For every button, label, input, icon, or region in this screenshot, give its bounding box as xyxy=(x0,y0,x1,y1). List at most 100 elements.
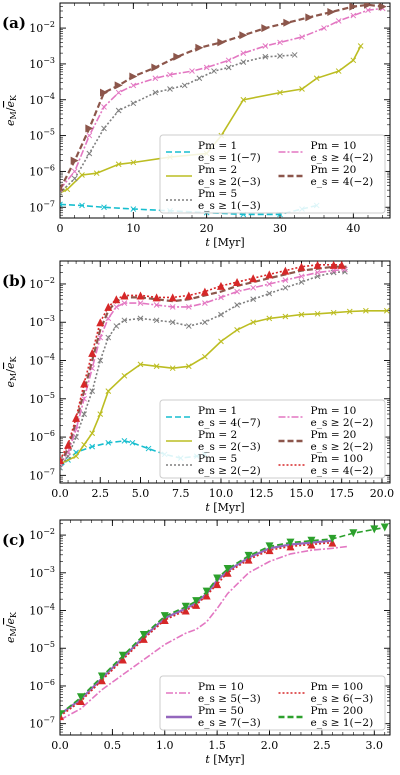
legend-name-p2-s0: Pm = 10 xyxy=(198,681,244,693)
marker-p1-s5 xyxy=(136,291,145,300)
x-axis-label-var-1: t xyxy=(205,501,210,514)
marker-p2-s3 xyxy=(213,574,222,583)
panel-label-0: (a) xyxy=(2,14,26,32)
ytick-label-exp-0-4: −3 xyxy=(43,56,55,65)
marker-p1-s2 xyxy=(89,388,96,394)
x-axis-label-2: t [Myr] xyxy=(205,753,244,766)
y-axis-label-sub1-0: M xyxy=(9,111,18,119)
marker-p1-s1 xyxy=(346,308,353,315)
marker-p0-s1 xyxy=(350,57,357,64)
xtick-label-0-0: 0 xyxy=(57,222,64,235)
legend-sub-p2-s2: e_s ≥ 6(−3) xyxy=(311,693,374,705)
xtick-label-1-6: 15.0 xyxy=(289,487,314,500)
marker-p0-s1 xyxy=(299,86,305,92)
marker-p0-s1 xyxy=(357,43,364,49)
marker-p0-s2 xyxy=(262,53,269,60)
marker-p2-s3 xyxy=(223,565,232,574)
marker-p0-s3 xyxy=(365,7,371,14)
marker-p0-s2 xyxy=(86,150,93,157)
marker-p0-s4 xyxy=(70,156,79,165)
xtick-label-1-2: 5.0 xyxy=(132,487,150,500)
y-axis-label-2: eM/eK xyxy=(4,611,18,643)
marker-p1-s1 xyxy=(73,453,79,460)
marker-p0-s2 xyxy=(167,86,173,92)
y-axis-label-sub2-0: K xyxy=(9,94,18,101)
marker-p1-s3 xyxy=(153,302,160,308)
y-axis-label-0: eM/eK xyxy=(4,94,18,126)
panel-0: 10−7 10−6 10−5 10−4 10−3 10−2 0 10 20 30 40 t [Myr]… xyxy=(2,2,391,249)
marker-p2-s3 xyxy=(192,597,201,606)
marker-p1-s2 xyxy=(250,296,257,303)
legend-sub-p2-s3: e_s ≥ 1(−2) xyxy=(311,717,374,729)
ytick-label-2-2: 10−5 xyxy=(29,640,55,655)
marker-p1-s1 xyxy=(121,372,128,379)
series-line-p2-s1 xyxy=(60,539,333,716)
marker-p2-s3 xyxy=(118,651,127,660)
marker-p1-s2 xyxy=(234,302,240,308)
marker-p1-s2 xyxy=(137,315,144,322)
legend-name-p2-s3: Pm = 200 xyxy=(311,705,364,717)
marker-p2-s3 xyxy=(181,602,190,611)
marker-p0-s1 xyxy=(93,170,100,177)
legend-name-p1-s2: Pm = 5 xyxy=(198,453,237,465)
marker-p2-s3 xyxy=(60,710,64,719)
legend-sub-p1-s5: e_s = 4(−2) xyxy=(311,465,374,477)
marker-p0-s1 xyxy=(335,68,342,74)
xtick-label-0-3: 30 xyxy=(273,222,287,235)
xtick-label-2-1: 0.5 xyxy=(104,739,122,752)
x-axis-label-0: t [Myr] xyxy=(205,236,244,249)
marker-p2-s3 xyxy=(286,538,295,547)
marker-p0-s4 xyxy=(100,88,108,97)
marker-p1-s5 xyxy=(249,274,258,283)
y-axis-label-slash-0: / xyxy=(4,107,17,111)
x-axis-label-1: t [Myr] xyxy=(205,501,244,514)
legend-1: Pm = 1e_s = 4(−7)Pm = 2e_s = 2(−3)Pm = 5… xyxy=(159,399,386,479)
ytick-label-exp-2-0: −7 xyxy=(43,716,55,725)
marker-p1-s1 xyxy=(383,307,390,314)
panel-label-2: (c) xyxy=(2,531,25,549)
marker-p2-s3 xyxy=(370,525,379,534)
marker-p2-s3 xyxy=(244,551,253,560)
legend-sub-p1-s4: e_s ≥ 2(−2) xyxy=(311,441,374,453)
marker-p0-s3 xyxy=(240,50,247,57)
marker-p1-s3 xyxy=(314,269,321,276)
marker-p0-s3 xyxy=(203,64,210,71)
marker-p0-s4 xyxy=(60,187,64,192)
marker-p0-s3 xyxy=(152,75,159,82)
marker-p1-s1 xyxy=(153,363,160,370)
marker-p0-s2 xyxy=(152,89,159,96)
marker-p1-s3 xyxy=(121,300,128,306)
marker-p0-s3 xyxy=(86,132,93,139)
xtick-label-2-4: 2.0 xyxy=(261,739,279,752)
marker-p1-s1 xyxy=(234,327,240,333)
marker-p0-s1 xyxy=(115,161,122,168)
legend-sub-p0-s4: e_s = 4(−2) xyxy=(311,176,374,188)
marker-p1-s1 xyxy=(185,363,192,370)
legend-box-0 xyxy=(159,134,386,214)
y-axis-label-den-2: e xyxy=(4,618,17,625)
ytick-label-1-3: 10−4 xyxy=(29,353,55,368)
marker-p0-s3 xyxy=(101,104,107,110)
x-axis-label-unit-0: [Myr] xyxy=(210,236,245,249)
y-axis-label-num-2: e xyxy=(4,636,17,643)
marker-p1-s1 xyxy=(81,441,87,448)
marker-p0-s4 xyxy=(283,18,292,27)
y-axis-label-den-0: e xyxy=(4,101,17,108)
marker-p1-s5 xyxy=(329,261,338,269)
marker-p0-s4 xyxy=(327,7,336,16)
marker-p0-s2 xyxy=(181,82,188,89)
marker-p1-s3 xyxy=(137,300,144,306)
marker-p0-s2 xyxy=(196,75,203,82)
ytick-label-exp-2-3: −4 xyxy=(43,603,55,612)
marker-p0-s4 xyxy=(217,38,226,47)
marker-p1-s1 xyxy=(266,315,273,322)
marker-p1-s5 xyxy=(60,456,64,465)
x-axis-label-unit-2: [Myr] xyxy=(210,753,245,766)
marker-p2-s3 xyxy=(328,534,337,543)
legend-name-p1-s3: Pm = 10 xyxy=(311,405,357,417)
marker-p0-s3 xyxy=(262,43,269,49)
marker-p1-s1 xyxy=(282,313,289,320)
marker-p1-s0 xyxy=(129,439,136,446)
marker-p1-s5 xyxy=(233,278,242,287)
ytick-label-1-2: 10−5 xyxy=(29,391,55,406)
